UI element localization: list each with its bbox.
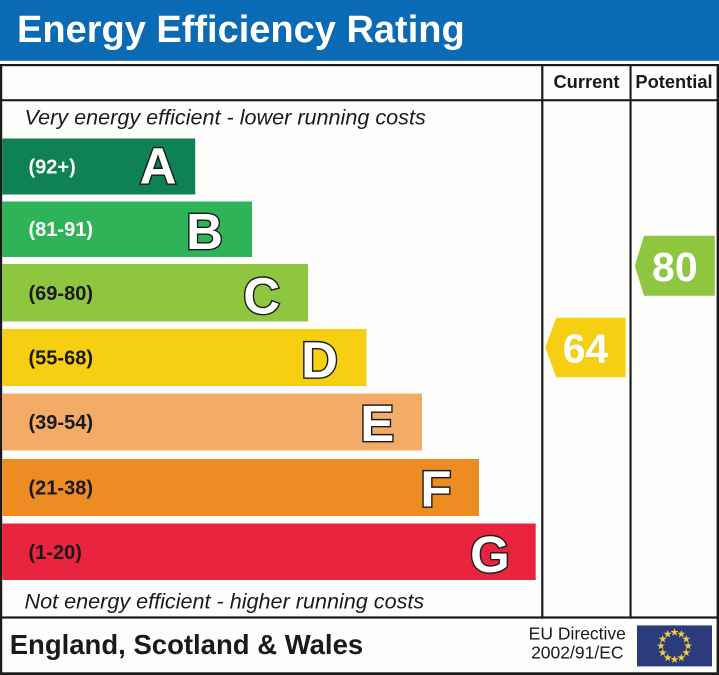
svg-text:G: G [470,526,510,583]
svg-text:Potential: Potential [635,71,712,92]
svg-text:(69-80): (69-80) [29,283,93,305]
svg-text:Energy Efficiency Rating: Energy Efficiency Rating [17,9,465,51]
svg-text:Very energy efficient - lower: Very energy efficient - lower running co… [25,104,426,129]
svg-text:B: B [186,203,223,260]
svg-text:(1-20): (1-20) [29,542,82,564]
svg-text:E: E [360,395,394,452]
svg-text:EU Directive: EU Directive [529,624,626,644]
svg-text:C: C [243,267,280,324]
svg-text:2002/91/EC: 2002/91/EC [531,643,623,663]
svg-text:(92+): (92+) [29,157,76,179]
svg-text:(21-38): (21-38) [29,478,93,500]
svg-text:A: A [140,138,177,195]
svg-text:(55-68): (55-68) [29,348,93,370]
svg-text:England, Scotland & Wales: England, Scotland & Wales [10,629,363,660]
svg-text:64: 64 [563,326,609,372]
svg-text:Current: Current [553,71,619,92]
svg-text:D: D [301,331,338,388]
svg-text:80: 80 [652,244,698,290]
svg-text:Not energy efficient - higher: Not energy efficient - higher running co… [25,589,425,614]
svg-text:(81-91): (81-91) [29,219,93,241]
svg-text:(39-54): (39-54) [29,412,93,434]
svg-text:F: F [420,461,451,518]
